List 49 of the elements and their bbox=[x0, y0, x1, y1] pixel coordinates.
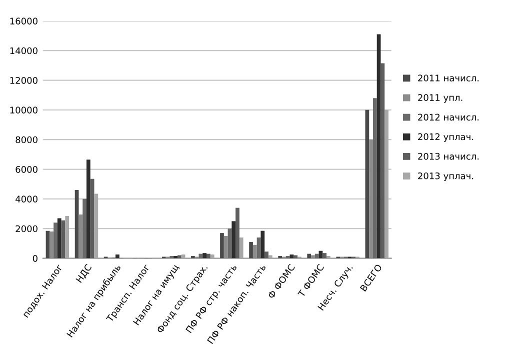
bar bbox=[86, 160, 90, 258]
bar bbox=[74, 190, 79, 258]
y-tick-label: 6000 bbox=[16, 166, 38, 173]
bar bbox=[369, 140, 373, 258]
legend-label: 2012 начисл. bbox=[418, 114, 479, 121]
legend-label: 2013 уплач. bbox=[418, 172, 474, 182]
bar bbox=[249, 242, 253, 258]
bar bbox=[206, 254, 210, 258]
bar bbox=[54, 222, 58, 258]
bar bbox=[90, 178, 94, 258]
bar bbox=[290, 254, 294, 258]
bar bbox=[61, 220, 66, 258]
y-tick-label: 0 bbox=[32, 254, 38, 262]
bar bbox=[380, 63, 385, 258]
bar bbox=[376, 34, 381, 258]
y-tick-label: 4000 bbox=[16, 196, 38, 202]
bar bbox=[372, 98, 377, 258]
bar bbox=[220, 233, 224, 258]
y-tick-label: 12000 bbox=[10, 77, 38, 84]
bar bbox=[260, 230, 265, 258]
legend-label: 2011 начисл. bbox=[418, 74, 479, 82]
y-tick-label: 14000 bbox=[10, 47, 38, 54]
bar bbox=[224, 236, 228, 258]
bar bbox=[365, 110, 370, 258]
bar bbox=[307, 254, 312, 258]
bar bbox=[239, 237, 244, 258]
bar bbox=[232, 221, 236, 258]
legend-label: 2013 начисл. bbox=[418, 152, 479, 160]
bar bbox=[228, 228, 232, 258]
bar bbox=[264, 252, 268, 258]
y-tick-label: 16000 bbox=[10, 18, 38, 24]
bar bbox=[236, 208, 240, 258]
legend-label: 2012 уплач. bbox=[418, 133, 474, 142]
bar bbox=[252, 244, 257, 258]
bar bbox=[314, 254, 319, 258]
bar bbox=[384, 110, 388, 258]
bar bbox=[322, 253, 327, 258]
bar bbox=[116, 254, 120, 258]
bar bbox=[57, 218, 62, 258]
y-tick-label: 10000 bbox=[10, 106, 38, 114]
bar bbox=[50, 232, 54, 258]
bar bbox=[202, 253, 207, 258]
bar bbox=[82, 198, 86, 258]
legend-label: 2011 упл. bbox=[418, 94, 462, 103]
bar bbox=[78, 214, 83, 258]
y-tick-label: 8000 bbox=[16, 136, 38, 144]
y-tick-label: 2000 bbox=[16, 225, 38, 232]
bar bbox=[65, 216, 70, 258]
bar bbox=[94, 194, 98, 258]
